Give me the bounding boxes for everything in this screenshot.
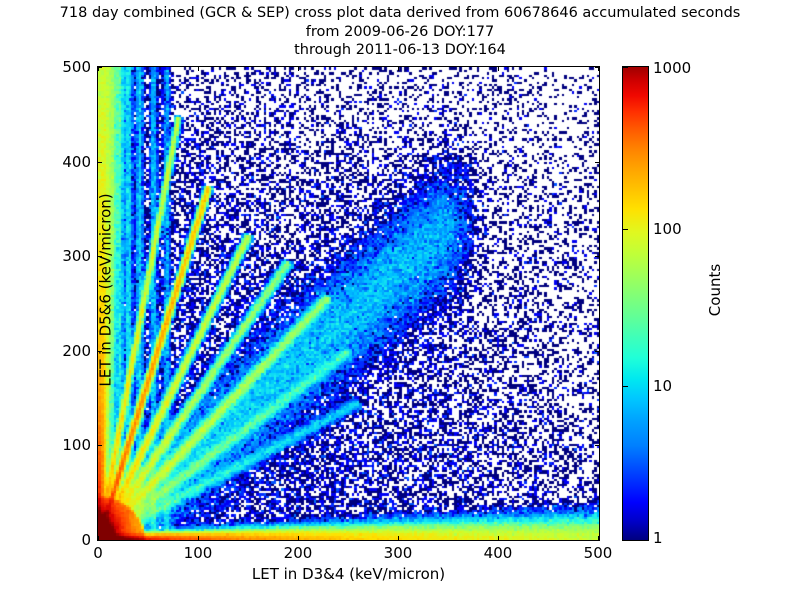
xtick-top-0 bbox=[98, 67, 99, 71]
xtick-top-300 bbox=[398, 67, 399, 71]
cbticklabel-100: 100 bbox=[653, 220, 682, 238]
xtick-100 bbox=[198, 536, 199, 540]
ytick-right-200 bbox=[595, 351, 599, 352]
ytick-right-100 bbox=[595, 445, 599, 446]
xticklabel-300: 300 bbox=[383, 544, 413, 562]
ytick-300 bbox=[98, 256, 102, 257]
title-line-2: from 2009-06-26 DOY:177 bbox=[305, 23, 495, 40]
ytick-500 bbox=[98, 67, 102, 68]
ytick-right-400 bbox=[595, 162, 599, 163]
y-axis-label: LET in D5&6 (keV/micron) bbox=[96, 193, 115, 387]
plot-axes[interactable] bbox=[97, 66, 600, 541]
cbticklabel-1: 1 bbox=[653, 529, 663, 547]
xtick-top-200 bbox=[298, 67, 299, 71]
x-axis-label: LET in D3&4 (keV/micron) bbox=[251, 565, 446, 583]
cbtick-1000 bbox=[623, 67, 628, 68]
xtick-400 bbox=[498, 536, 499, 540]
xtick-300 bbox=[398, 536, 399, 540]
xtick-top-100 bbox=[198, 67, 199, 71]
xtick-200 bbox=[298, 536, 299, 540]
colorbar[interactable] bbox=[622, 66, 649, 541]
ytick-400 bbox=[98, 162, 102, 163]
xtick-500 bbox=[598, 536, 599, 540]
cbticklabel-10: 10 bbox=[653, 377, 673, 395]
xticklabel-0: 0 bbox=[93, 544, 103, 562]
ytick-100 bbox=[98, 445, 102, 446]
xticklabel-500: 500 bbox=[583, 544, 613, 562]
cbtick-100 bbox=[623, 229, 628, 230]
xtick-0 bbox=[98, 536, 99, 540]
xtick-top-500 bbox=[598, 67, 599, 71]
cbticklabel-1000: 1000 bbox=[653, 59, 692, 77]
yticklabel-500: 500 bbox=[62, 58, 91, 76]
ytick-right-500 bbox=[595, 67, 599, 68]
plot-title: 718 day combined (GCR & SEP) cross plot … bbox=[0, 4, 800, 60]
cbtick-1 bbox=[623, 540, 628, 541]
xtick-top-400 bbox=[498, 67, 499, 71]
colorbar-label: Counts bbox=[706, 263, 724, 317]
cbtick-10 bbox=[623, 386, 628, 387]
ytick-0 bbox=[98, 540, 102, 541]
title-line-1: 718 day combined (GCR & SEP) cross plot … bbox=[59, 5, 741, 21]
density-heatmap bbox=[98, 67, 599, 540]
xticklabel-100: 100 bbox=[183, 544, 213, 562]
yticklabel-400: 400 bbox=[62, 153, 91, 171]
ytick-right-0 bbox=[595, 540, 599, 541]
ytick-200 bbox=[98, 351, 102, 352]
yticklabel-100: 100 bbox=[62, 436, 91, 454]
xticklabel-200: 200 bbox=[283, 544, 313, 562]
yticklabel-0: 0 bbox=[81, 531, 91, 549]
xticklabel-400: 400 bbox=[483, 544, 513, 562]
ytick-right-300 bbox=[595, 256, 599, 257]
yticklabel-200: 200 bbox=[62, 342, 91, 360]
yticklabel-300: 300 bbox=[62, 247, 91, 265]
title-line-3: through 2011-06-13 DOY:164 bbox=[294, 42, 506, 58]
